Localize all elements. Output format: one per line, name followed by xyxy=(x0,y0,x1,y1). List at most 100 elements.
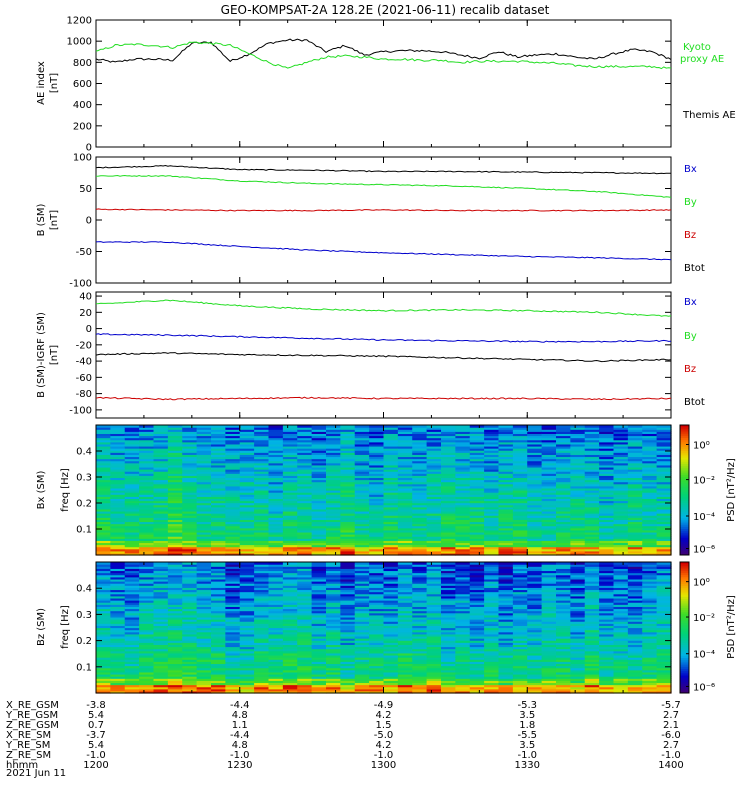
colorbar-segment xyxy=(680,459,689,463)
spectrogram-cell xyxy=(584,513,600,516)
spectrogram-cell xyxy=(441,525,456,529)
spectrogram-cell xyxy=(167,623,183,626)
spectrogram-cell xyxy=(326,504,341,508)
colorbar-segment xyxy=(680,518,689,521)
spectrogram-cell xyxy=(254,612,270,616)
spectrogram-cell xyxy=(354,678,370,681)
spectrogram-cell xyxy=(225,669,241,673)
legend-btot-2: Btot xyxy=(684,397,705,408)
spectrogram-cell xyxy=(512,429,528,432)
spectrogram-cell xyxy=(268,500,284,504)
spectrogram-cell xyxy=(167,452,183,455)
spectrogram-cell xyxy=(239,433,255,437)
spectrogram-cell xyxy=(196,633,212,637)
spectrogram-cell xyxy=(167,460,183,464)
spectrogram-cell xyxy=(297,458,313,462)
spectrogram-cell xyxy=(498,469,514,472)
spectrogram-cell xyxy=(354,574,370,578)
spectrogram-cell xyxy=(441,552,456,556)
spectrogram-cell xyxy=(369,496,385,499)
spectrogram-cell xyxy=(354,591,370,595)
spectrogram-cell xyxy=(426,629,442,633)
spectrogram-cell xyxy=(354,633,370,637)
spectrogram-cell xyxy=(412,521,428,525)
spectrogram-cell xyxy=(167,500,183,504)
legend-themis-ae: Themis AE xyxy=(682,110,736,121)
spectrogram-cell xyxy=(369,595,385,599)
spectrogram-cell xyxy=(225,576,241,580)
spectrogram-cell xyxy=(469,614,485,618)
spectrogram-cell xyxy=(541,657,557,660)
spectrogram-cell xyxy=(211,654,226,658)
spectrogram-cell xyxy=(225,544,241,548)
spectrogram-cell xyxy=(397,633,413,637)
spectrogram-cell xyxy=(627,521,643,525)
spectrogram-cell xyxy=(124,540,140,544)
spectrogram-cell xyxy=(167,521,183,525)
spectrogram-cell xyxy=(556,640,571,643)
spectrogram-cell xyxy=(469,576,485,580)
spectrogram-cell xyxy=(311,629,327,633)
spectrogram-cell xyxy=(484,450,500,453)
spectrogram-cell xyxy=(383,490,399,493)
spectrogram-cell xyxy=(139,648,155,652)
spectrogram-cell xyxy=(469,550,485,554)
spectrogram-cell xyxy=(124,676,140,679)
spectrogram-cell xyxy=(167,646,183,650)
spectrogram-cell xyxy=(239,510,255,514)
spectrogram-cell xyxy=(556,659,571,662)
spectrogram-cell xyxy=(369,574,385,578)
spectrogram-cell xyxy=(556,600,571,603)
spectrogram-cell xyxy=(297,684,313,688)
spectrogram-cell xyxy=(124,616,140,620)
spectrogram-cell xyxy=(211,676,226,679)
spectrogram-cell xyxy=(225,437,241,441)
spectrogram-cell xyxy=(455,572,471,576)
spectrogram-cell xyxy=(512,481,528,485)
spectrogram-cell xyxy=(584,570,600,574)
spectrogram-cell xyxy=(512,477,528,481)
spectrogram-cell xyxy=(599,531,615,535)
spectrogram-cell xyxy=(426,644,442,648)
spectrogram-cell xyxy=(254,678,270,681)
spectrogram-cell xyxy=(469,566,485,569)
spectrogram-cell xyxy=(96,548,111,552)
spectrogram-cell xyxy=(311,576,327,580)
spectrogram-cell xyxy=(369,531,385,535)
spectrogram-cell xyxy=(196,529,212,533)
spectrogram-cell xyxy=(584,625,600,629)
spectrogram-cell xyxy=(282,538,298,541)
spectrogram-cell xyxy=(340,646,356,650)
spectrogram-cell xyxy=(311,550,327,554)
spectrogram-cell xyxy=(455,452,471,455)
spectrogram-cell xyxy=(383,477,399,481)
spectrogram-cell xyxy=(469,638,485,641)
spectrogram-cell xyxy=(340,538,356,541)
spectrogram-cell xyxy=(441,616,456,620)
spectrogram-cell xyxy=(412,494,428,497)
spectrogram-cell xyxy=(527,688,543,692)
spectrogram-cell xyxy=(311,593,327,597)
spectrogram-cell xyxy=(182,568,198,572)
spectrogram-cell xyxy=(426,456,442,460)
spectrogram-cell xyxy=(369,625,385,629)
spectrogram-cell xyxy=(282,625,298,629)
spectrogram-cell xyxy=(426,450,442,453)
spectrogram-cell xyxy=(599,661,615,665)
spectrogram-cell xyxy=(584,510,600,514)
spectrogram-cell xyxy=(96,642,111,645)
spectrogram-cell xyxy=(469,597,485,601)
spectrogram-cell xyxy=(153,688,169,692)
spectrogram-cell xyxy=(182,661,198,665)
spectrogram-cell xyxy=(498,454,514,458)
spectrogram-cell xyxy=(584,469,600,472)
spectrogram-cell xyxy=(354,610,370,614)
spectrogram-cell xyxy=(282,638,298,641)
spectrogram-cell xyxy=(354,450,370,453)
spectrogram-cell xyxy=(498,502,514,506)
spectrogram-cell xyxy=(570,669,586,673)
spectrogram-cell xyxy=(656,471,672,474)
spectrogram-cell xyxy=(512,540,528,544)
spectrogram-cell xyxy=(441,485,456,489)
spectrogram-cell xyxy=(397,562,413,565)
